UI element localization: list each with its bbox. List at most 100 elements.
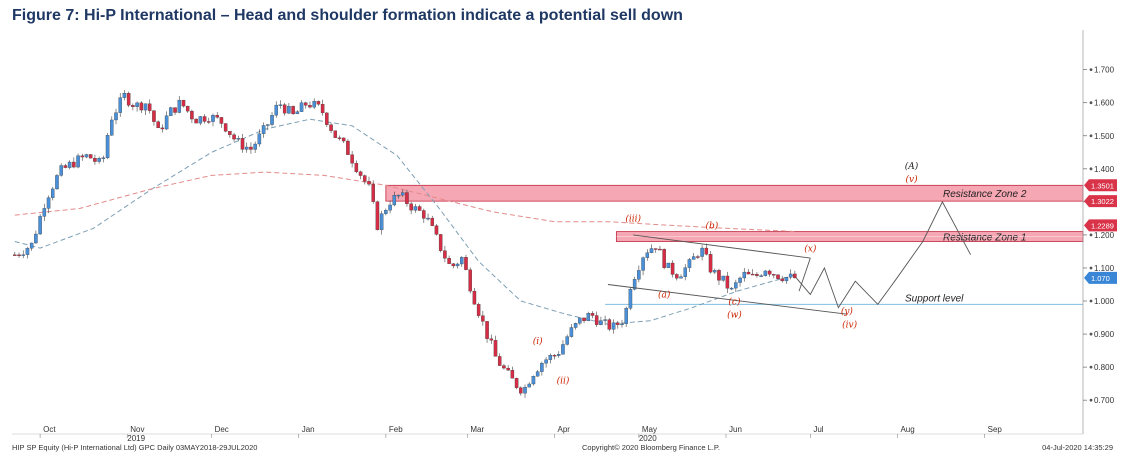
candle-body <box>122 93 127 98</box>
candle-body <box>350 154 354 164</box>
candle-body <box>249 146 253 150</box>
candle-body <box>548 355 553 360</box>
candle-body <box>519 387 523 394</box>
candle-body <box>514 378 519 388</box>
candle-body <box>455 263 460 267</box>
candle-body <box>42 208 47 217</box>
candle-body <box>135 102 139 107</box>
candle-body <box>493 340 498 357</box>
candle-body <box>510 370 515 379</box>
figure-title: Figure 7: Hi-P International – Head and … <box>12 7 683 24</box>
candle-body <box>784 277 789 282</box>
x-tick-label: Mar <box>470 425 484 434</box>
candle-body <box>544 359 548 364</box>
candle-body <box>637 270 641 280</box>
candle-body <box>535 371 540 377</box>
candle-body <box>181 99 186 107</box>
y-tick-dot <box>1089 134 1093 138</box>
trendline-2 <box>607 284 847 315</box>
candle-body <box>363 175 367 182</box>
candle-body <box>51 188 55 198</box>
candle-body <box>371 184 375 202</box>
candle-body <box>523 386 527 394</box>
y-tick-label: 1.000 <box>1094 297 1115 306</box>
candle-body <box>586 313 591 322</box>
candle-body <box>540 363 544 372</box>
candle-body <box>278 104 283 106</box>
candle-body <box>396 194 401 197</box>
candle-body <box>696 256 700 258</box>
candle-body <box>118 97 122 113</box>
candle-body <box>291 106 295 115</box>
resistance-zone-label-2: Resistance Zone 1 <box>943 233 1026 244</box>
candle-body <box>63 165 68 168</box>
candle-body <box>169 107 173 116</box>
candle-body <box>447 258 451 264</box>
candle-body <box>257 133 262 145</box>
y-tick-dot <box>1089 398 1093 402</box>
candle-body <box>552 355 557 357</box>
y-tick-dot <box>1089 233 1093 237</box>
candle-body <box>422 210 426 219</box>
candle-body <box>59 165 63 176</box>
candle-body <box>683 267 687 277</box>
x-tick-label: May <box>642 425 657 434</box>
moving-averages <box>14 118 797 325</box>
wave-label: (a) <box>658 290 671 301</box>
candle-body <box>80 155 85 158</box>
candle-body <box>202 116 207 122</box>
candle-body <box>88 154 93 159</box>
candle-body <box>620 323 624 325</box>
candle-body <box>211 115 215 122</box>
candle-body <box>443 250 447 259</box>
wave-labels: (i) (ii) (iii) (a) (b) (c) (w) (x) (y) (iv) (v) (A) <box>533 161 919 387</box>
y-tick-dot <box>1089 266 1093 270</box>
candle-body <box>409 203 413 211</box>
wave-label: (iii) <box>625 214 641 225</box>
footer-copyright: Copyright© 2020 Bloomberg Finance L.P. <box>582 443 720 452</box>
candle-body <box>346 140 350 155</box>
moving-average-1 <box>14 118 797 325</box>
candle-body <box>417 206 422 211</box>
candle-body <box>624 308 628 324</box>
price-tags: 1.3501 1.3022 1.2289 1.070 <box>1084 179 1117 284</box>
y-tick-dot <box>1089 365 1093 369</box>
candle-body <box>25 248 30 255</box>
candle-body <box>670 262 675 275</box>
candle-body <box>717 270 721 281</box>
candle-body <box>312 101 316 108</box>
candle-body <box>270 115 274 125</box>
y-tick-label: 1.500 <box>1094 132 1115 141</box>
candle-body <box>569 327 574 337</box>
footer-timestamp: 04-Jul-2020 14:35:29 <box>1042 443 1113 452</box>
candle-body <box>177 99 182 113</box>
candle-body <box>240 138 245 150</box>
candle-body <box>434 225 439 235</box>
candle-body <box>101 157 106 159</box>
candle-body <box>388 204 392 211</box>
candle-body <box>438 234 443 251</box>
wave-label: (b) <box>706 220 719 231</box>
candle-body <box>793 273 797 279</box>
candle-body <box>788 273 793 278</box>
candle-body <box>594 315 599 325</box>
candle-body <box>616 322 620 325</box>
candle-body <box>164 115 169 130</box>
candle-body <box>384 210 388 214</box>
candle-body <box>632 279 637 290</box>
candle-body <box>354 163 359 172</box>
candle-body <box>489 338 494 341</box>
price-tag <box>1084 179 1117 192</box>
candle-body <box>266 124 270 126</box>
candle-body <box>679 276 683 279</box>
candle-body <box>329 124 333 131</box>
candle-body <box>599 320 603 325</box>
y-tick-label: 0.800 <box>1094 363 1115 372</box>
candle-body <box>110 119 114 136</box>
candle-body <box>729 287 734 290</box>
candle-body <box>274 104 278 116</box>
candle-body <box>721 275 725 281</box>
candle-body <box>653 248 658 250</box>
candle-body <box>645 252 650 258</box>
candle-body <box>299 102 304 112</box>
